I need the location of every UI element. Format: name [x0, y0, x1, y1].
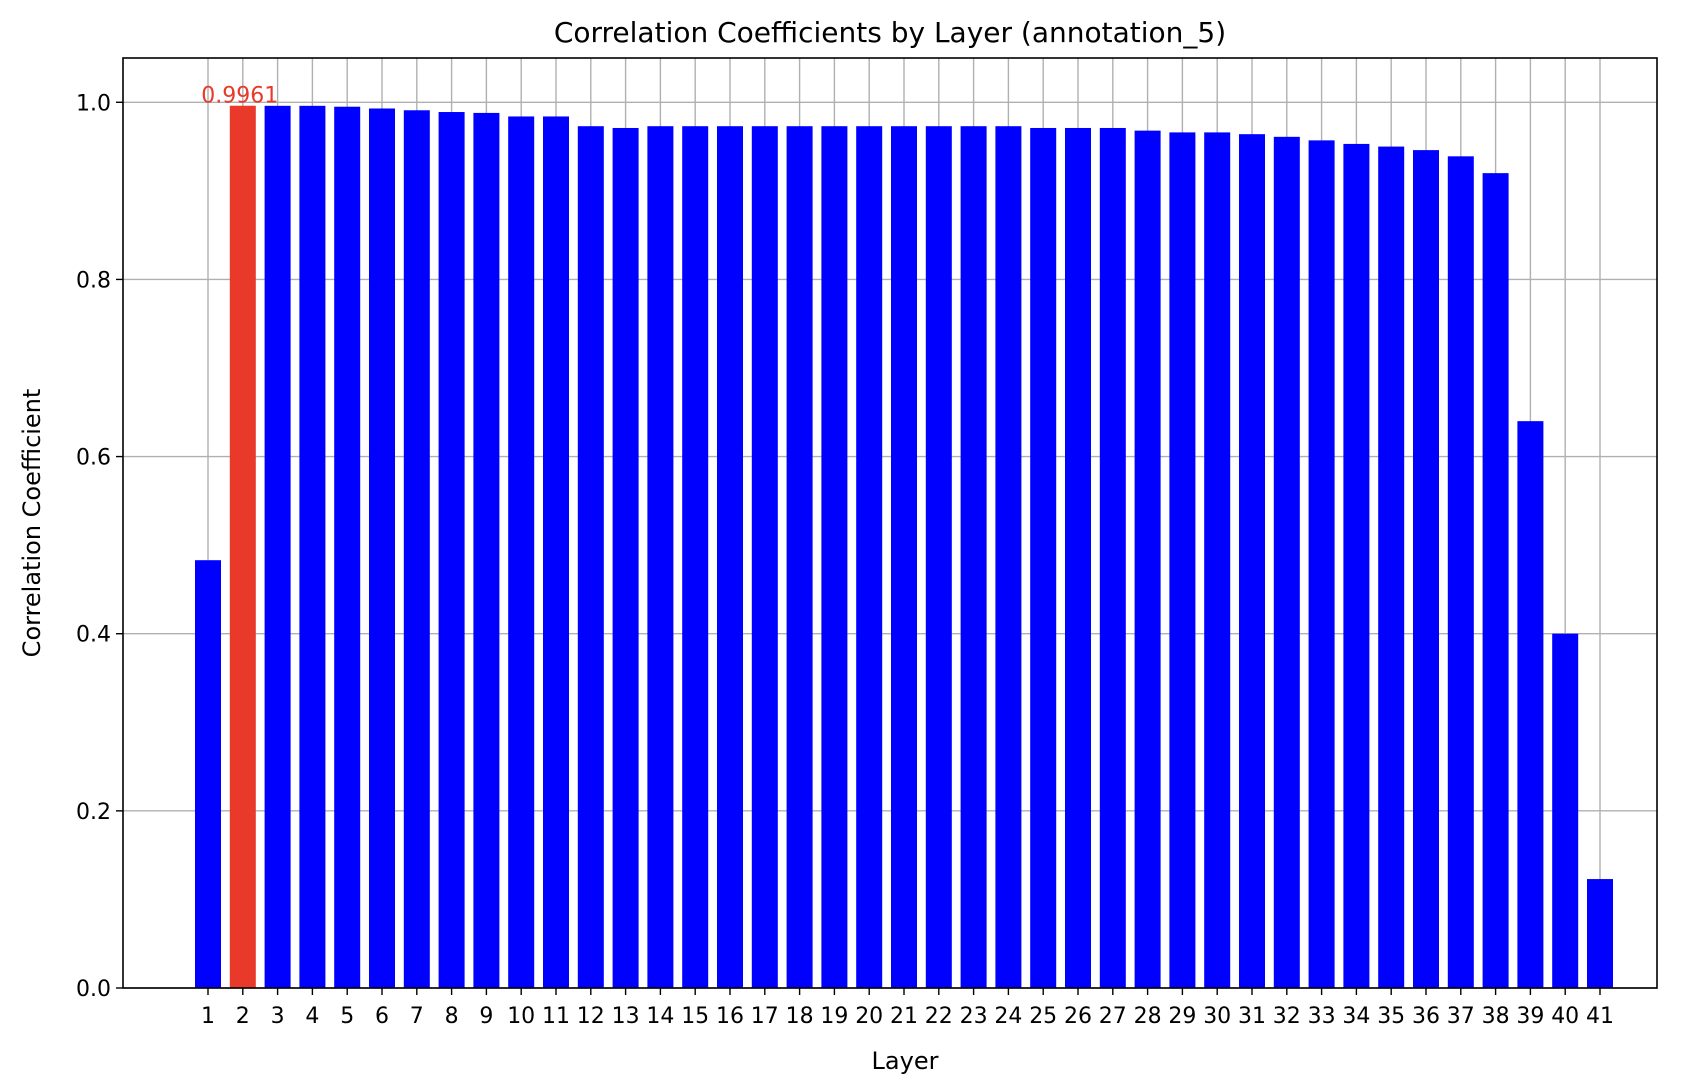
bar [1552, 633, 1579, 988]
x-tick-label: 6 [375, 1004, 389, 1029]
bar [438, 112, 465, 989]
bar [1099, 127, 1126, 988]
bar [1239, 134, 1265, 988]
bar [1378, 146, 1405, 989]
bar [1134, 130, 1161, 989]
bar [995, 126, 1022, 988]
x-tick-label: 33 [1308, 1004, 1336, 1029]
bar [369, 108, 395, 988]
bar [543, 116, 569, 988]
x-tick-label: 32 [1273, 1004, 1301, 1029]
y-tick-label: 0.8 [76, 268, 111, 293]
bar [577, 126, 604, 988]
bar [751, 126, 778, 988]
x-tick-label: 10 [507, 1004, 535, 1029]
x-tick-label: 20 [855, 1004, 883, 1029]
bar [508, 116, 535, 988]
x-tick-label: 19 [820, 1004, 848, 1029]
bar [1482, 173, 1509, 989]
x-tick-label: 18 [786, 1004, 814, 1029]
bar [682, 126, 709, 988]
x-tick-label: 21 [890, 1004, 918, 1029]
x-tick-label: 39 [1516, 1004, 1544, 1029]
x-tick-label: 24 [994, 1004, 1022, 1029]
bar [1447, 156, 1474, 989]
bar [473, 112, 500, 988]
plot-frame [122, 57, 1658, 989]
x-tick-label: 25 [1029, 1004, 1057, 1029]
bar [1413, 150, 1439, 989]
x-tick-label: 31 [1238, 1004, 1266, 1029]
bar-highlighted [229, 105, 256, 989]
x-tick-label: 23 [960, 1004, 988, 1029]
x-tick-label: 12 [577, 1004, 605, 1029]
x-tick-label: 4 [305, 1004, 319, 1029]
x-tick-label: 11 [542, 1004, 570, 1029]
bar [403, 110, 430, 988]
bar [647, 126, 674, 988]
x-tick-label: 7 [410, 1004, 424, 1029]
bars [195, 105, 1613, 989]
x-tick-label: 37 [1447, 1004, 1475, 1029]
y-tick-label: 0.0 [76, 977, 111, 1002]
bar [299, 105, 326, 989]
x-tick-label: 16 [716, 1004, 744, 1029]
bar [891, 126, 917, 988]
x-tick-label: 26 [1064, 1004, 1092, 1029]
x-tick-label: 41 [1586, 1004, 1614, 1029]
bar [1030, 127, 1057, 988]
bar [334, 106, 361, 988]
x-tick-label: 9 [479, 1004, 493, 1029]
x-tick-label: 22 [925, 1004, 953, 1029]
bar [925, 126, 952, 988]
bar [821, 126, 848, 988]
x-axis-title: Layer [872, 1047, 939, 1075]
bar [856, 126, 883, 988]
x-tick-label: 36 [1412, 1004, 1440, 1029]
bar [1273, 136, 1300, 989]
bar-value-labels: 0.9961 [201, 84, 278, 109]
axis-ticks: 0.00.20.40.60.81.01 2 3 4 5 6 7 8 9 10 11 12 13 14 15 1… [76, 91, 1614, 1029]
x-tick-label: 35 [1377, 1004, 1405, 1029]
highlight-value-label: 0.9961 [201, 84, 278, 109]
bar [1308, 140, 1335, 988]
bar [1587, 879, 1613, 988]
x-tick-label: 38 [1482, 1004, 1510, 1029]
bar [960, 126, 987, 988]
bar [1169, 132, 1196, 988]
x-tick-label: 30 [1203, 1004, 1231, 1029]
x-tick-label: 40 [1551, 1004, 1579, 1029]
x-tick-label: 15 [681, 1004, 709, 1029]
x-tick-label: 27 [1099, 1004, 1127, 1029]
bar [786, 126, 813, 988]
y-tick-label: 0.6 [76, 446, 111, 471]
y-tick-label: 0.2 [76, 800, 111, 825]
x-tick-label: 29 [1168, 1004, 1196, 1029]
x-tick-label: 14 [646, 1004, 674, 1029]
y-axis-title: Correlation Coefficient [18, 389, 46, 658]
bar [717, 126, 743, 988]
bar [612, 127, 639, 988]
y-tick-label: 0.4 [76, 623, 111, 648]
x-tick-label: 34 [1342, 1004, 1370, 1029]
bar [1204, 132, 1231, 988]
chart-title: Correlation Coefficients by Layer (annot… [554, 16, 1226, 49]
bar [195, 560, 221, 988]
x-tick-label: 13 [612, 1004, 640, 1029]
x-tick-label: 2 [236, 1004, 250, 1029]
x-tick-label: 3 [271, 1004, 285, 1029]
bar [1065, 127, 1091, 988]
bar [1343, 143, 1370, 988]
bar [1517, 421, 1544, 989]
x-tick-label: 28 [1134, 1004, 1162, 1029]
y-tick-label: 1.0 [76, 91, 111, 116]
x-tick-label: 5 [340, 1004, 354, 1029]
x-tick-label: 8 [445, 1004, 459, 1029]
x-tick-label: 1 [201, 1004, 215, 1029]
x-tick-label: 17 [751, 1004, 779, 1029]
bar [264, 105, 291, 989]
